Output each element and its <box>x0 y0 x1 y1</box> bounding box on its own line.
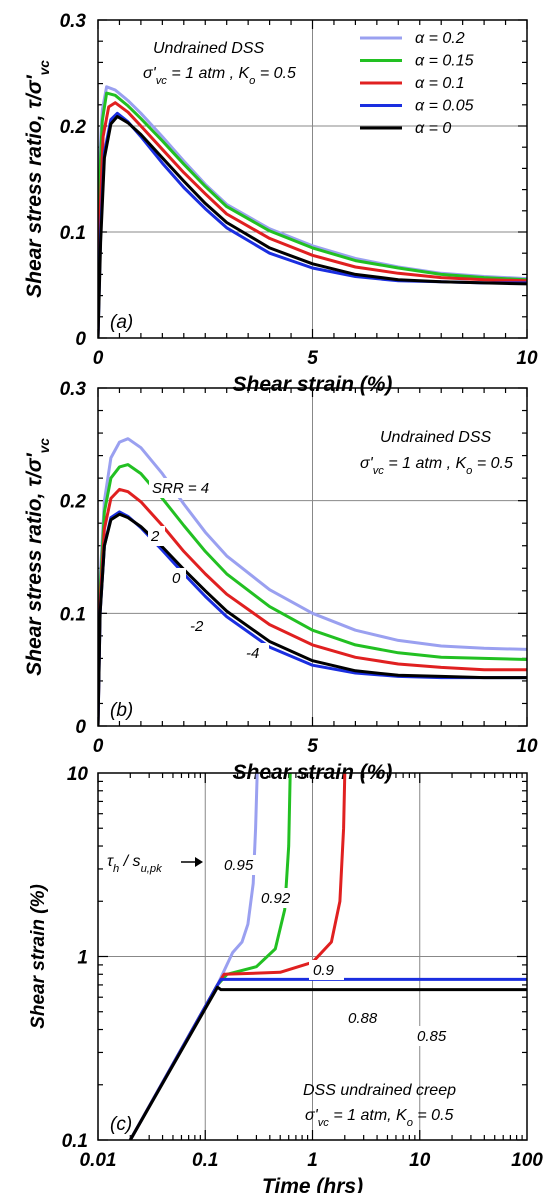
curve-label-bg <box>149 478 220 498</box>
y-tick-label: 0.3 <box>60 379 87 400</box>
curve-label: SRR = 4 <box>152 480 209 497</box>
panel-label: (b) <box>110 700 133 721</box>
y-tick-label: 0 <box>75 717 86 738</box>
x-tick-label: 0 <box>93 736 104 757</box>
curve-label: -4 <box>246 645 259 662</box>
x-tick-label: 10 <box>516 348 538 369</box>
x-tick-label: 0.1 <box>192 1150 218 1171</box>
series-line-2 <box>98 487 527 726</box>
curve-label-bg <box>148 526 165 546</box>
legend-entry: α = 0.1 <box>415 75 465 92</box>
curve-label: 0.92 <box>261 890 291 907</box>
plot-frame <box>97 772 528 1141</box>
x-tick-label: 100 <box>511 1150 543 1171</box>
annotation-title: DSS undrained creep <box>303 1082 456 1099</box>
x-axis-label: Shear strain (%) <box>233 373 393 396</box>
curve-label-bg <box>169 568 186 588</box>
y-tick-label: 0 <box>75 329 86 350</box>
curve-label-bg <box>257 888 301 908</box>
level-label: τh / su,pk <box>107 853 163 875</box>
series-line-1 <box>98 91 527 338</box>
y-tick-label: 0.1 <box>60 604 86 625</box>
y-tick-label: 0.2 <box>60 117 87 138</box>
x-tick-label: 5 <box>307 348 318 369</box>
y-axis-label: Shear strain (%) <box>28 884 49 1029</box>
x-tick-label: 10 <box>516 736 538 757</box>
x-tick-label: 1 <box>307 1150 318 1171</box>
chart-panel-a: 0 5 10 0 0.1 0.2 0.3 Shear strain (%) Shear stre… <box>23 11 538 396</box>
panel-label: (a) <box>110 312 133 333</box>
curve-label-bg <box>413 1026 457 1046</box>
series-line-4 <box>98 512 527 726</box>
series-line-4 <box>98 115 527 338</box>
annotation-title: Undrained DSS <box>380 429 492 446</box>
curve-label-bg <box>309 960 344 980</box>
annotation-conditions: σ'vc = 1 atm , Ko = 0.5 <box>143 65 296 87</box>
curve-label: 0.85 <box>417 1028 447 1045</box>
x-tick-label: 5 <box>307 736 318 757</box>
curve-label: 2 <box>150 528 160 545</box>
series-line-0 <box>98 437 527 726</box>
series-line-1 <box>98 463 527 726</box>
legend-entry: α = 0.15 <box>415 53 474 70</box>
y-tick-label: 0.1 <box>62 1131 88 1152</box>
curve-label: -2 <box>190 618 204 635</box>
series-line-4 <box>128 985 527 1140</box>
curve-label: 0.95 <box>224 857 254 874</box>
y-tick-label: 1 <box>77 948 88 969</box>
curves <box>98 437 527 726</box>
x-axis-label: Time (hrs) <box>262 1175 363 1193</box>
legend-entry: α = 0.2 <box>415 30 465 47</box>
annotation-conditions: σ'vc = 1 atm , Ko = 0.5 <box>360 455 513 477</box>
y-axis-label: Shear stress ratio, τ/σ'vc <box>23 60 52 298</box>
legend-entry: α = 0.05 <box>415 98 474 115</box>
curve-label-bg <box>220 855 264 875</box>
y-tick-label: 10 <box>67 764 89 785</box>
y-axis-label: Shear stress ratio, τ/σ'vc <box>23 438 52 676</box>
curve-label: 0 <box>172 570 181 587</box>
plot-frame <box>97 387 528 727</box>
legend-entry: α = 0 <box>415 120 451 137</box>
y-tick-label: 0.2 <box>60 492 87 513</box>
plot-frame <box>97 19 528 339</box>
curves <box>98 85 527 338</box>
series-line-2 <box>98 101 527 338</box>
annotation-conditions: σ'vc = 1 atm, Ko = 0.5 <box>305 1107 454 1129</box>
curve-label-bg <box>187 616 213 636</box>
annotation-title: Undrained DSS <box>153 40 265 57</box>
y-tick-label: 0.1 <box>60 223 86 244</box>
level-arrowhead <box>195 857 203 867</box>
curve-label-bg <box>243 643 269 663</box>
y-tick-label: 0.3 <box>60 11 87 32</box>
curve-label-bg <box>344 1008 388 1028</box>
x-tick-label: 10 <box>409 1150 431 1171</box>
panel-label: (c) <box>110 1114 132 1135</box>
curve-label: 0.88 <box>348 1010 378 1027</box>
x-tick-label: 0 <box>93 348 104 369</box>
curve-label: 0.9 <box>313 962 335 979</box>
x-tick-label: 0.01 <box>80 1150 117 1171</box>
